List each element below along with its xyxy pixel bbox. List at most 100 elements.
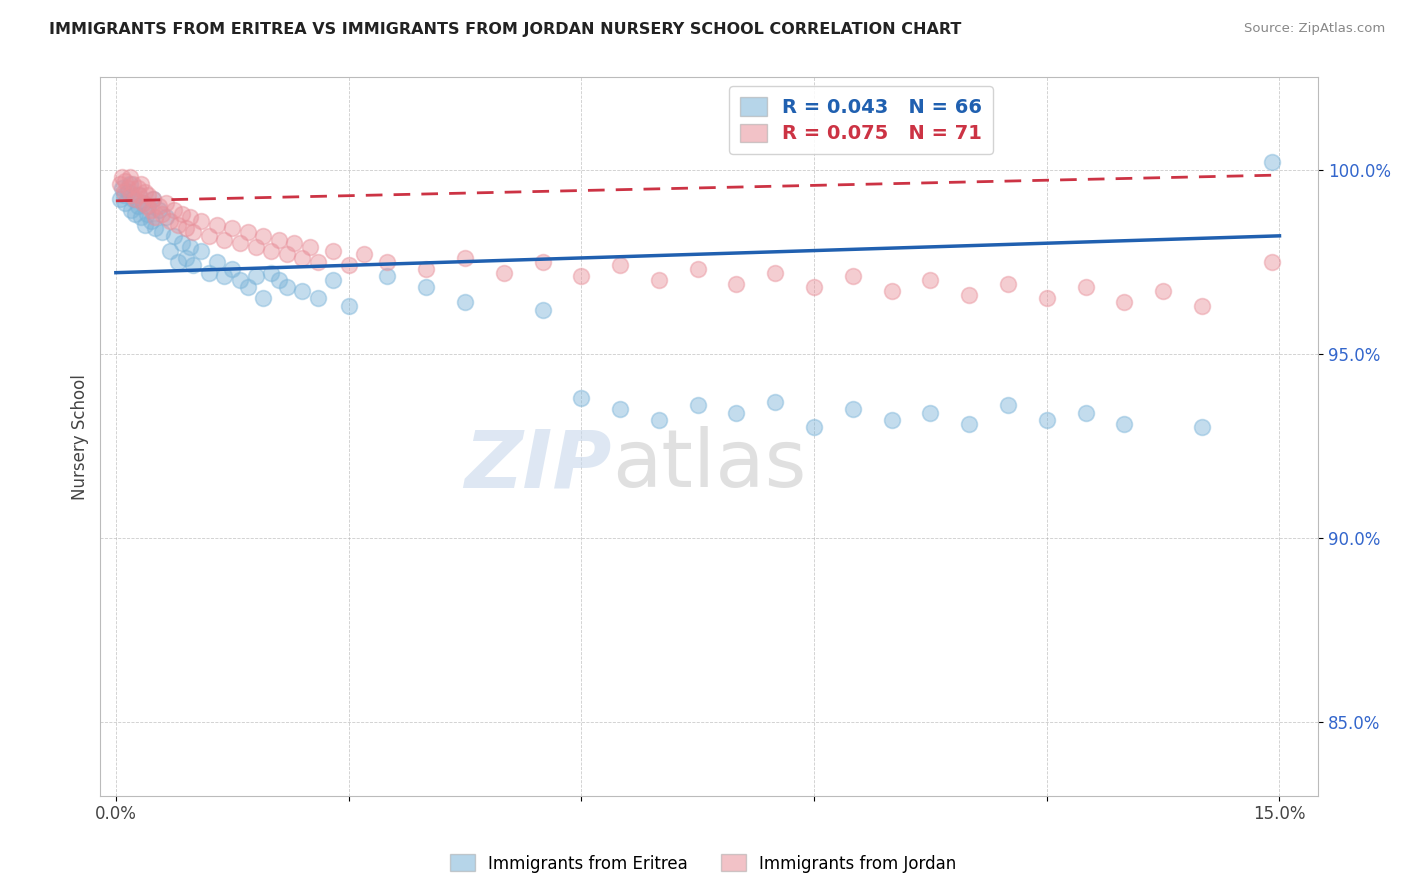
Point (1191, 299, 1213, 313)
Y-axis label: Nursery School: Nursery School (72, 374, 89, 500)
Point (454, 295, 477, 310)
Point (128, 188, 150, 202)
Point (920, 406, 942, 420)
Point (377, 254, 399, 268)
Text: Source: ZipAtlas.com: Source: ZipAtlas.com (1244, 22, 1385, 36)
Point (135, 199, 157, 213)
Point (132, 195, 155, 210)
Point (1152, 284, 1174, 298)
Point (108, 192, 131, 206)
Point (155, 195, 177, 210)
Point (997, 277, 1019, 291)
Point (842, 401, 865, 416)
Point (205, 218, 228, 232)
Point (648, 413, 671, 427)
Point (307, 292, 329, 306)
Point (1035, 413, 1057, 427)
Point (276, 247, 298, 261)
Point (155, 211, 177, 225)
Point (221, 221, 243, 235)
Point (135, 207, 157, 221)
Point (159, 244, 181, 258)
Point (129, 211, 152, 225)
Point (138, 188, 160, 202)
Point (236, 280, 259, 294)
Point (132, 195, 155, 210)
Point (725, 406, 748, 420)
Point (997, 398, 1019, 412)
Point (531, 302, 554, 317)
Point (686, 262, 709, 277)
Point (267, 273, 290, 287)
Point (167, 254, 190, 268)
Point (648, 273, 671, 287)
Point (190, 214, 212, 228)
Point (609, 258, 631, 272)
Point (1191, 420, 1213, 434)
Point (803, 280, 825, 294)
Point (148, 202, 170, 217)
Point (236, 225, 259, 239)
Point (205, 254, 228, 268)
Point (118, 178, 141, 192)
Point (267, 233, 290, 247)
Point (167, 218, 190, 232)
Point (686, 398, 709, 412)
Point (117, 185, 139, 199)
Point (229, 273, 252, 287)
Point (920, 273, 942, 287)
Point (134, 218, 156, 232)
Point (179, 211, 201, 225)
Point (415, 262, 437, 277)
Point (152, 225, 174, 239)
Point (174, 221, 197, 235)
Point (163, 202, 186, 217)
Point (1035, 292, 1057, 306)
Point (142, 192, 165, 206)
Point (163, 228, 186, 243)
Point (880, 284, 903, 298)
Point (245, 240, 267, 254)
Point (260, 244, 283, 258)
Point (322, 244, 344, 258)
Point (569, 269, 592, 284)
Legend: R = 0.043   N = 66, R = 0.075   N = 71: R = 0.043 N = 66, R = 0.075 N = 71 (730, 87, 993, 154)
Text: IMMIGRANTS FROM ERITREA VS IMMIGRANTS FROM JORDAN NURSERY SCHOOL CORRELATION CHA: IMMIGRANTS FROM ERITREA VS IMMIGRANTS FR… (49, 22, 962, 37)
Point (112, 188, 135, 202)
Point (170, 207, 193, 221)
Point (128, 188, 150, 202)
Point (1114, 417, 1136, 431)
Point (1074, 406, 1097, 420)
Point (138, 199, 160, 213)
Point (245, 269, 267, 284)
Point (1261, 254, 1284, 268)
Point (174, 251, 197, 265)
Point (252, 292, 274, 306)
Point (763, 394, 786, 409)
Point (198, 266, 221, 280)
Point (170, 236, 193, 251)
Point (179, 240, 201, 254)
Point (229, 236, 252, 251)
Point (143, 211, 166, 225)
Point (957, 417, 980, 431)
Point (842, 269, 865, 284)
Point (337, 258, 360, 272)
Point (1114, 295, 1136, 310)
Point (143, 221, 166, 235)
Point (139, 202, 162, 217)
Point (122, 178, 145, 192)
Point (124, 192, 146, 206)
Point (120, 202, 142, 217)
Point (183, 225, 205, 239)
Point (183, 258, 205, 272)
Point (276, 280, 298, 294)
Point (152, 207, 174, 221)
Point (803, 420, 825, 434)
Point (114, 173, 136, 187)
Text: ZIP: ZIP (464, 426, 612, 504)
Point (291, 284, 314, 298)
Point (221, 262, 243, 277)
Point (118, 169, 141, 184)
Point (148, 199, 170, 213)
